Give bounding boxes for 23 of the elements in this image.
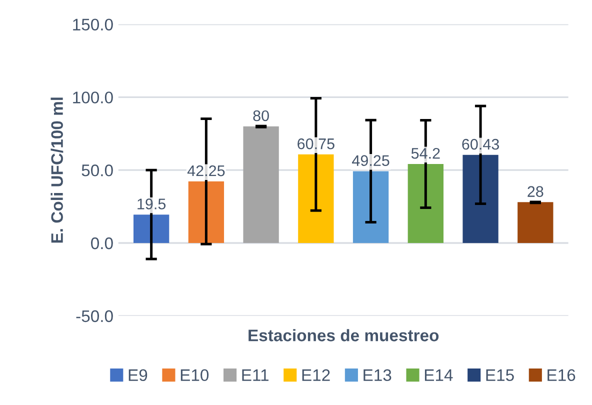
legend-label: E11 (242, 369, 268, 381)
y-axis-title: E. Coli UFC/100 ml (50, 98, 64, 243)
data-label: 60.75 (298, 138, 334, 150)
y-tick-label: 150.0 (73, 18, 113, 31)
legend-label: E12 (302, 369, 330, 381)
data-label: 49.25 (352, 155, 390, 166)
legend-label: E10 (180, 369, 209, 382)
x-axis-title: Estaciones de muestreo (248, 329, 439, 342)
y-tick-label: 100.0 (73, 92, 113, 104)
legend-label: E14 (424, 369, 453, 381)
data-label: 60.43 (462, 138, 499, 150)
y-tick-label: 50.0 (82, 164, 113, 176)
y-tick-label: 0.0 (91, 237, 113, 250)
data-label: 42.25 (187, 165, 225, 176)
data-label: 28 (528, 186, 544, 197)
data-label: 19.5 (138, 198, 166, 210)
legend-label: E9 (128, 369, 148, 382)
legend-label: E15 (486, 369, 514, 382)
data-label: 80 (253, 110, 269, 122)
legend-label: E13 (364, 369, 392, 382)
legend-label: E16 (548, 369, 576, 382)
y-tick-label: -50.0 (76, 310, 113, 322)
data-label: 54.2 (411, 148, 440, 159)
